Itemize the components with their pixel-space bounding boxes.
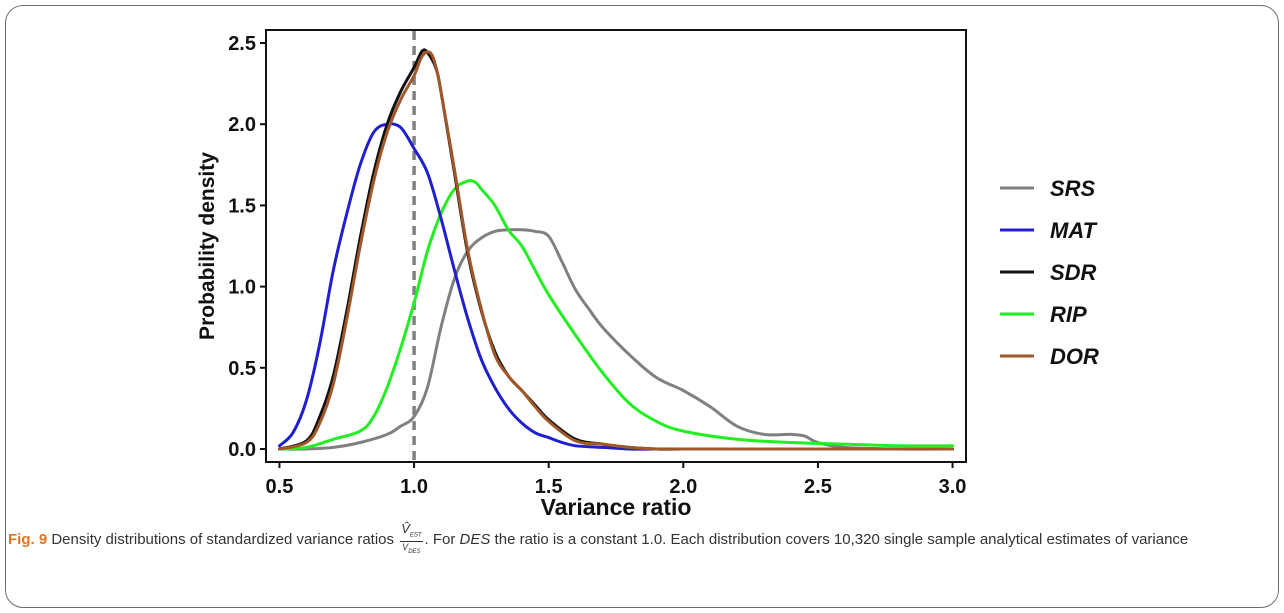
fraction-denominator: V	[402, 541, 409, 552]
caption-text-1: Density distributions of standardized va…	[47, 531, 399, 549]
x-tick-label: 1.5	[535, 476, 563, 498]
series-line-srs	[278, 228, 954, 451]
x-axis-ticks: 0.5 1.0 1.5 2.0 2.5 3.0	[266, 462, 967, 498]
y-tick-label: 2.0	[228, 114, 256, 136]
density-chart: 0.5 1.0 1.5 2.0 2.5 3.0 0.0 0.5 1.0 1.5 2.0 2.5 Va…	[196, 29, 1099, 520]
x-tick-label: 0.5	[266, 476, 294, 498]
y-tick-label: 0.5	[228, 358, 256, 380]
series-line-rip	[278, 179, 954, 451]
fraction-numerator-sub: EST	[409, 532, 422, 539]
figure-frame	[5, 5, 1279, 608]
x-tick-label: 2.0	[669, 476, 697, 498]
caption-text-3: the ratio is a constant 1.0. Each distri…	[490, 531, 1189, 549]
caption-des-term: DES	[459, 531, 491, 549]
plot-area	[265, 29, 967, 463]
x-tick-label: 3.0	[939, 476, 967, 498]
legend-label-sdr: SDR	[1050, 260, 1097, 285]
series-layer	[278, 48, 954, 451]
legend-label-dor: DOR	[1050, 344, 1099, 369]
figure-caption: Fig. 9 Density distributions of standard…	[8, 521, 1276, 556]
y-tick-label: 1.0	[228, 277, 256, 299]
legend-label-rip: RIP	[1050, 302, 1087, 327]
x-tick-label: 1.0	[400, 476, 428, 498]
y-tick-label: 2.5	[228, 33, 256, 55]
legend-label-mat: MAT	[1050, 218, 1098, 243]
fraction-denominator-sub: DES	[408, 548, 421, 555]
legend-label-srs: SRS	[1050, 176, 1096, 201]
y-axis-label: Probability density	[196, 152, 219, 340]
legend: SRS MAT SDR RIP DOR	[1000, 176, 1099, 369]
y-tick-label: 0.0	[228, 439, 256, 461]
y-tick-label: 1.5	[228, 195, 256, 217]
variance-ratio-fraction: V̂EST VDES	[400, 521, 423, 556]
figure-number: Fig. 9	[8, 531, 48, 549]
series-line-dor	[278, 50, 954, 451]
series-line-mat	[278, 122, 954, 451]
x-tick-label: 2.5	[804, 476, 832, 498]
x-axis-label: Variance ratio	[541, 494, 692, 520]
caption-text-2: . For	[424, 531, 460, 549]
y-axis-ticks: 0.0 0.5 1.0 1.5 2.0 2.5	[228, 33, 266, 461]
fraction-numerator: V̂	[401, 521, 410, 536]
